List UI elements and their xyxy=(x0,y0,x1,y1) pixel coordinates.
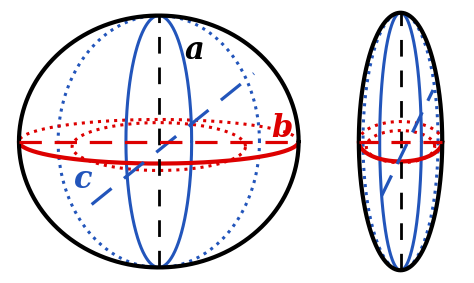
Text: c: c xyxy=(73,164,92,195)
Text: a: a xyxy=(184,35,204,67)
Text: b: b xyxy=(271,113,293,144)
